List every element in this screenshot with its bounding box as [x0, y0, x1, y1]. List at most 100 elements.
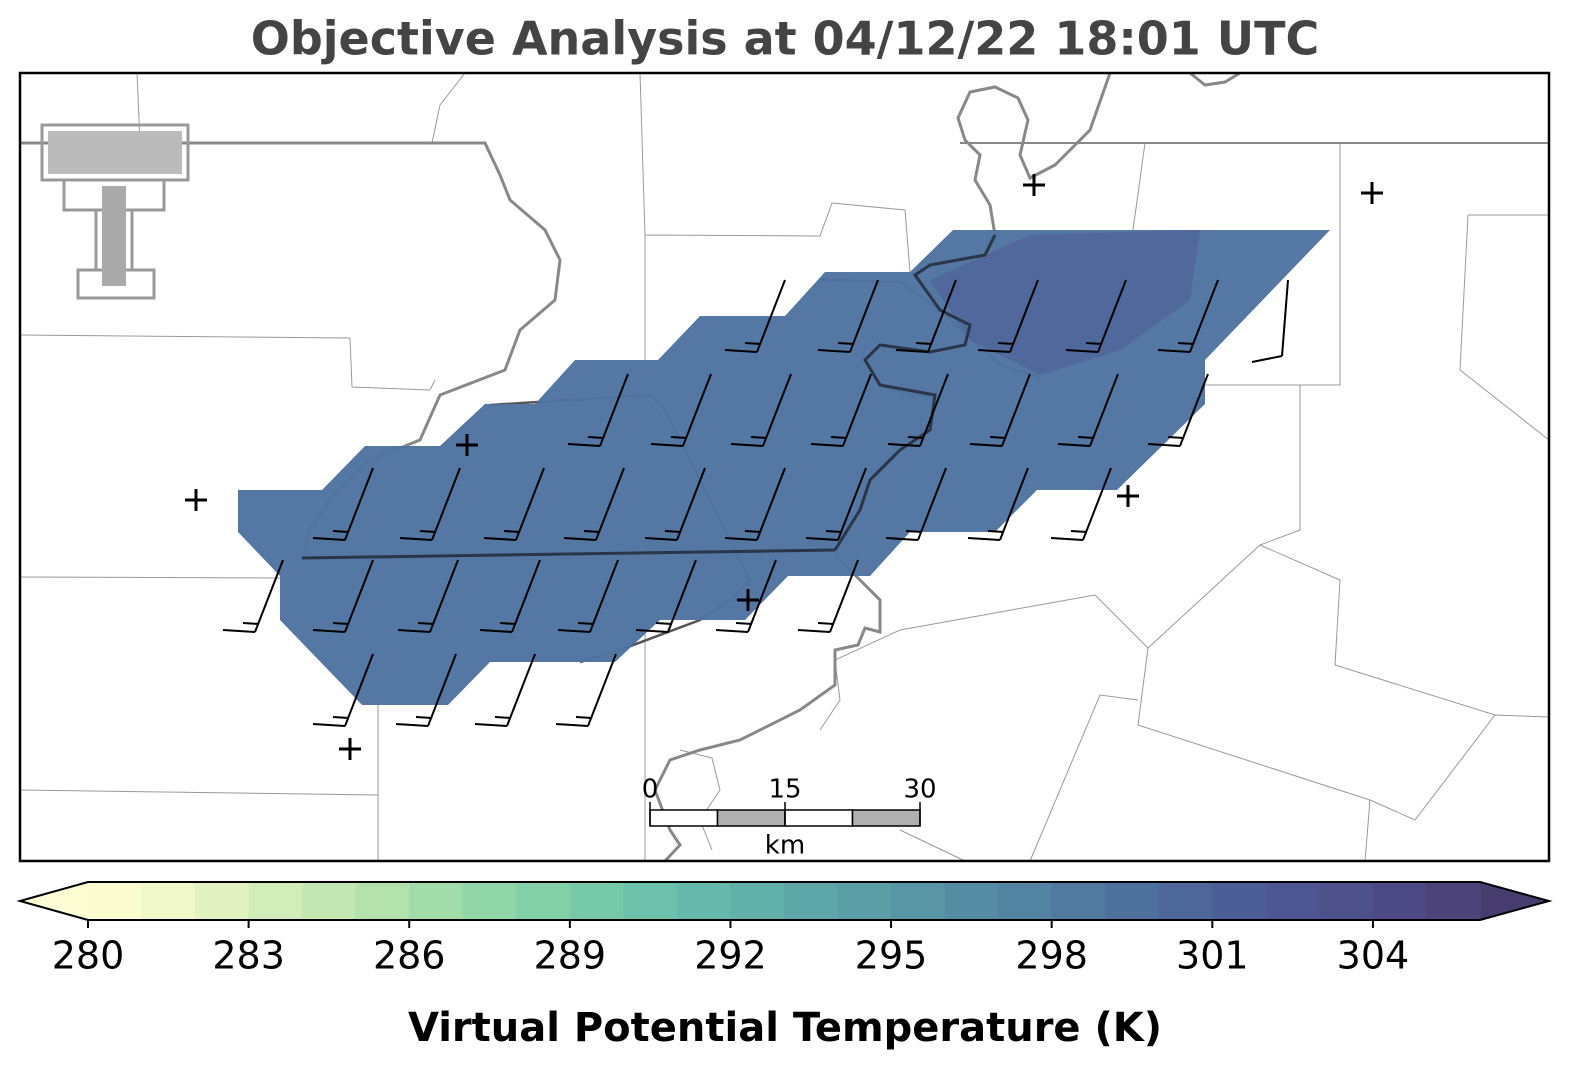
- colorbar-bin: [1265, 882, 1320, 920]
- colorbar-bin: [569, 882, 624, 920]
- wind-barb: [399, 467, 461, 541]
- colorbar-bin: [891, 882, 946, 920]
- scale-segment: [649, 809, 719, 827]
- colorbar-bin: [248, 882, 303, 920]
- station-marker: [1361, 182, 1383, 204]
- wind-barb: [805, 467, 867, 541]
- wind-barb: [724, 279, 786, 353]
- colorbar-bin: [1426, 882, 1481, 920]
- wind-barb: [977, 279, 1039, 353]
- wind-barb: [222, 559, 284, 633]
- colorbar-tick-label: 286: [373, 934, 446, 978]
- colorbar-bin: [623, 882, 678, 920]
- wind-barb: [1251, 279, 1289, 363]
- colorbar-bin: [141, 882, 196, 920]
- state-line-overlay: [301, 234, 997, 560]
- station-marker: [456, 434, 478, 456]
- colorbar-bin: [516, 882, 571, 920]
- colorbar-extend-low: [20, 882, 88, 920]
- wind-barb: [555, 653, 617, 727]
- scale-segment: [851, 809, 921, 827]
- map-frame: [18, 71, 1551, 863]
- wind-barb: [635, 559, 697, 633]
- wind-barb: [730, 373, 792, 447]
- wind-barb: [1050, 467, 1112, 541]
- colorbar-bin: [88, 882, 143, 920]
- colorbar-tick-label: 295: [855, 934, 928, 978]
- station-marker: [1117, 485, 1139, 507]
- colorbar-bin: [837, 882, 892, 920]
- wind-barb: [557, 559, 619, 633]
- wind-barb: [312, 559, 374, 633]
- station-marker: [1023, 174, 1045, 196]
- colorbar-tick-label: 301: [1176, 934, 1249, 978]
- wind-barb: [395, 653, 457, 727]
- wind-barb: [644, 467, 706, 541]
- wind-barb: [895, 279, 957, 353]
- colorbar-bin: [1319, 882, 1374, 920]
- wind-barb: [1057, 373, 1119, 447]
- wind-barb: [474, 653, 536, 727]
- station-marker: [737, 589, 759, 611]
- colorbar-extend-high: [1480, 882, 1549, 920]
- wind-barb: [397, 559, 459, 633]
- scale-label: 15: [768, 775, 801, 805]
- logo: [40, 123, 190, 300]
- colorbar-tick-label: 298: [1015, 934, 1088, 978]
- title: Objective Analysis at 04/12/22 18:01 UTC: [251, 12, 1320, 66]
- station-marker: [185, 489, 207, 511]
- colorbar: 280 283 286 289 292 295 298 301 304: [16, 881, 1553, 978]
- colorbar-tick-label: 280: [52, 934, 125, 978]
- wind-barb: [810, 373, 872, 447]
- wind-barb: [817, 279, 879, 353]
- colorbar-bin: [355, 882, 410, 920]
- wind-barb: [312, 653, 374, 727]
- colorbar-bin: [784, 882, 839, 920]
- scale-label: 0: [642, 775, 659, 805]
- colorbar-bin: [1212, 882, 1267, 920]
- colorbar-bin: [1372, 882, 1427, 920]
- colorbar-bin: [1051, 882, 1106, 920]
- colorbar-tick-label: 304: [1337, 934, 1410, 978]
- wind-barb: [650, 373, 712, 447]
- wind-barb: [885, 467, 947, 541]
- wind-barb: [797, 559, 859, 633]
- wind-barb: [1147, 373, 1209, 447]
- county-lines: [19, 72, 1550, 862]
- wind-barb: [1065, 279, 1127, 353]
- colorbar-bin: [998, 882, 1053, 920]
- wind-barb: [563, 467, 625, 541]
- station-marker: [339, 738, 361, 760]
- wind-barbs: [222, 279, 1289, 727]
- wind-barb: [483, 467, 545, 541]
- wind-barb: [1157, 279, 1219, 353]
- colorbar-bin: [195, 882, 250, 920]
- wind-barb: [479, 559, 541, 633]
- colorbar-bin: [730, 882, 785, 920]
- wind-barb: [969, 373, 1031, 447]
- wind-barb: [724, 467, 786, 541]
- colorbar-bin: [1158, 882, 1213, 920]
- scale-segment: [716, 809, 786, 827]
- colorbar-label: Virtual Potential Temperature (K): [408, 1005, 1162, 1051]
- colorbar-bin: [462, 882, 517, 920]
- colorbar-tick-label: 292: [694, 934, 767, 978]
- scale-segment: [784, 809, 854, 827]
- analysis-field-high: [930, 230, 1200, 375]
- map: 0 15 30 km: [18, 71, 1551, 863]
- scale-bar: 0 15 30 km: [642, 775, 937, 861]
- wind-barb: [715, 559, 777, 633]
- wind-barb: [887, 373, 949, 447]
- colorbar-bin: [676, 882, 731, 920]
- colorbar-bin: [944, 882, 999, 920]
- scale-label: 30: [903, 775, 936, 805]
- scale-unit: km: [765, 831, 805, 861]
- wind-barb: [567, 373, 629, 447]
- colorbar-bin: [302, 882, 357, 920]
- colorbar-bin: [409, 882, 464, 920]
- colorbar-bin: [1105, 882, 1160, 920]
- wind-barb: [967, 467, 1029, 541]
- wind-barb: [312, 467, 374, 541]
- colorbar-tick-label: 283: [212, 934, 285, 978]
